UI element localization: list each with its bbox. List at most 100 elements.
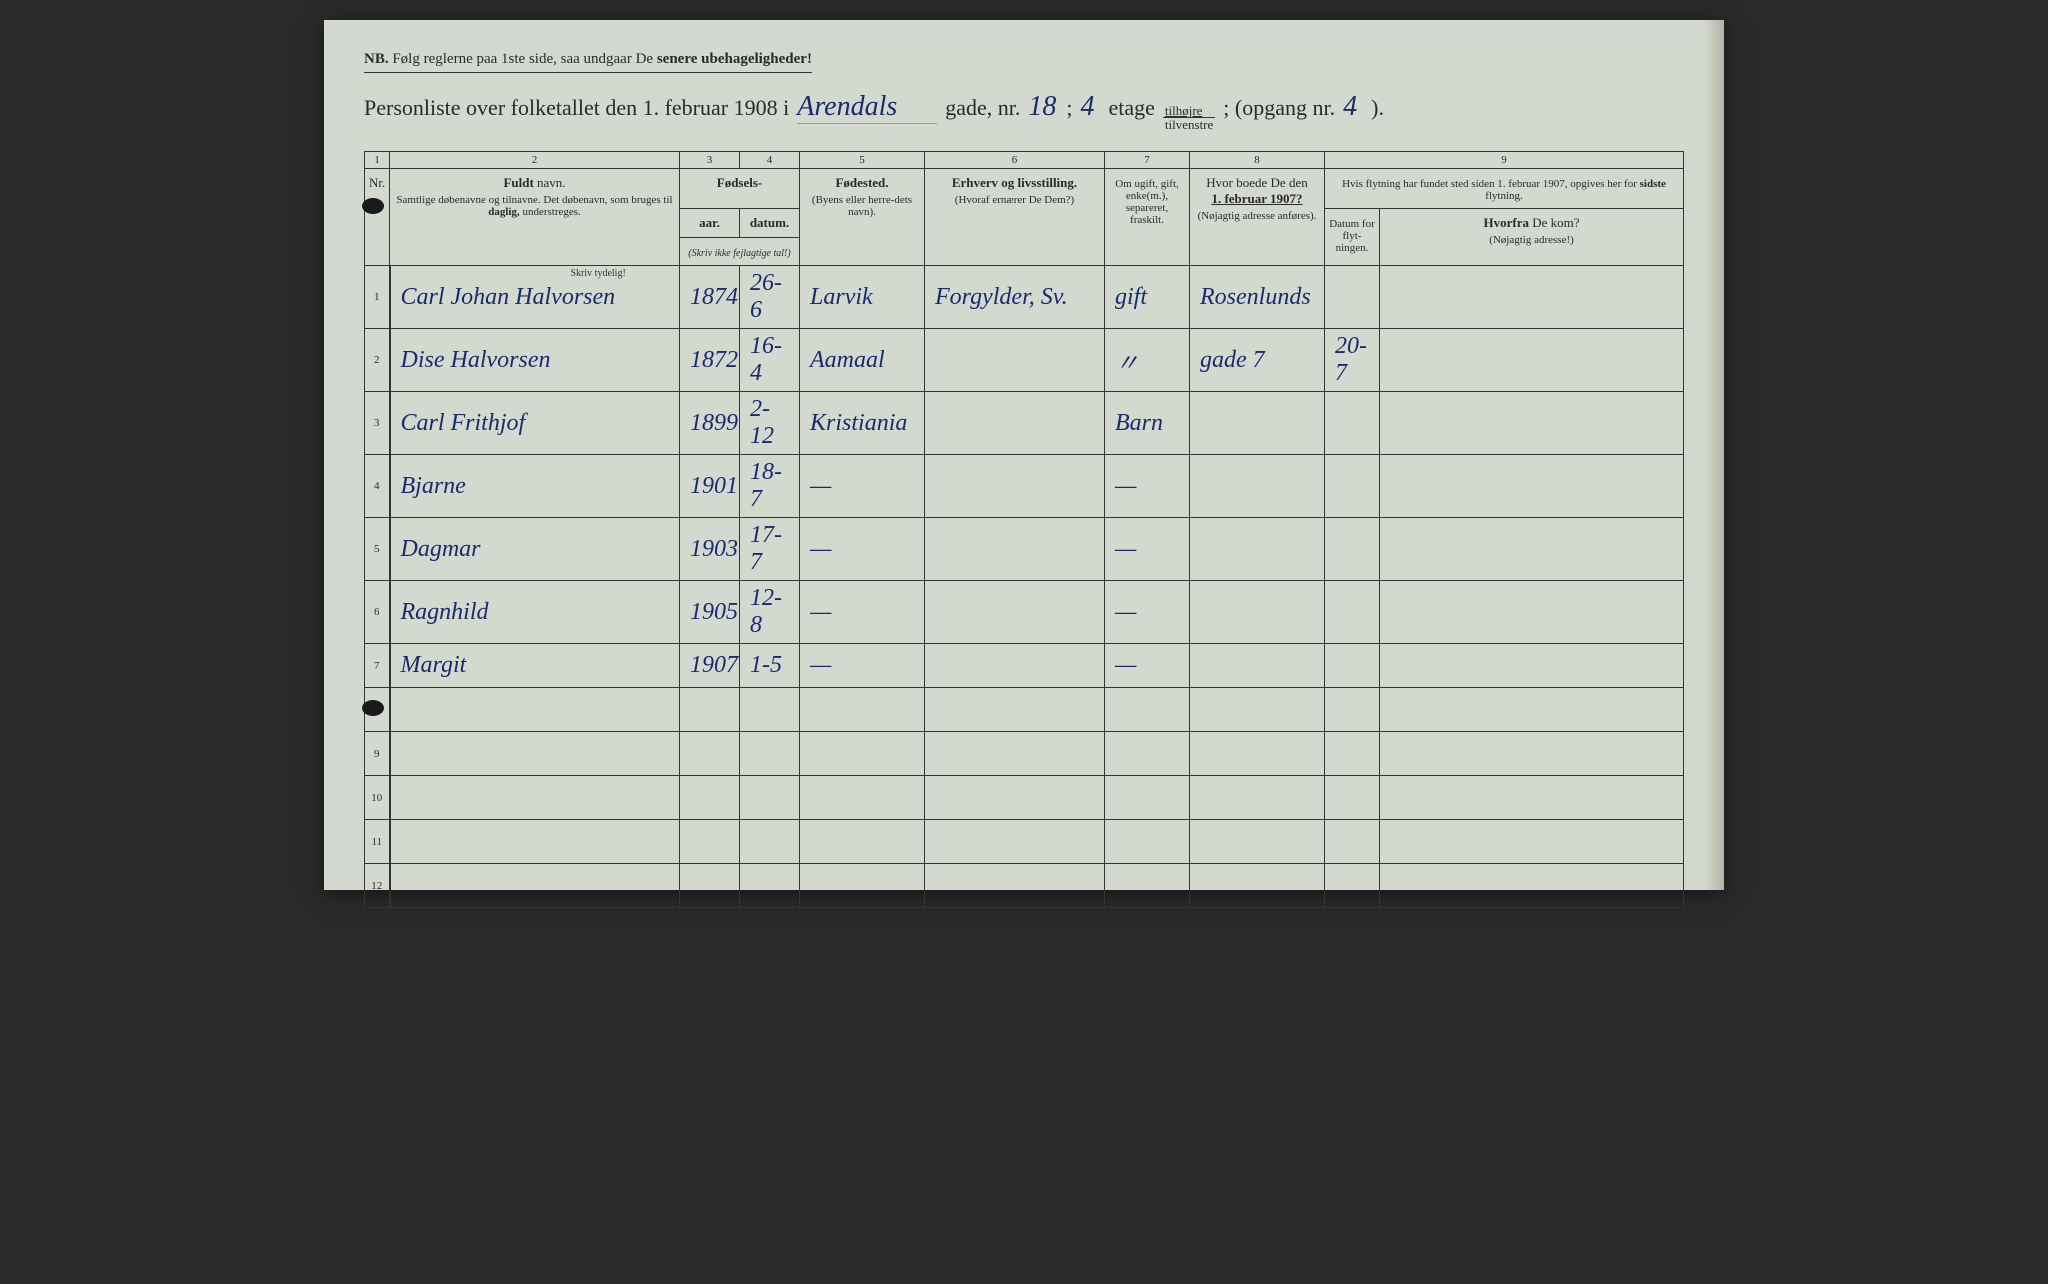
row-number: 9 bbox=[365, 732, 390, 776]
tilhojre-tilvenstre: tilhøjre tilvenstre bbox=[1163, 104, 1215, 131]
th-aar: aar. bbox=[680, 209, 740, 238]
table-row: 11 bbox=[365, 820, 1684, 864]
gade-label: gade, nr. bbox=[945, 95, 1020, 121]
cell-marital bbox=[1105, 776, 1190, 820]
cell-place bbox=[800, 864, 925, 908]
cell-occupation bbox=[925, 776, 1105, 820]
table-row: 9 bbox=[365, 732, 1684, 776]
cell-marital: Barn bbox=[1105, 392, 1190, 455]
cell-marital: — bbox=[1105, 518, 1190, 581]
cell-place bbox=[800, 820, 925, 864]
cell-move-date: 20-7 bbox=[1325, 329, 1380, 392]
cell-move-date bbox=[1325, 732, 1380, 776]
th-nr: Nr. bbox=[365, 169, 390, 266]
cell-hvorfra bbox=[1380, 455, 1684, 518]
cell-name: Dagmar bbox=[390, 518, 680, 581]
census-form-page: NB. Følg reglerne paa 1ste side, saa und… bbox=[324, 20, 1724, 890]
cell-place bbox=[800, 776, 925, 820]
cell-year: 1872 bbox=[680, 329, 740, 392]
cell-1907-address bbox=[1190, 518, 1325, 581]
cell-1907-address bbox=[1190, 776, 1325, 820]
cell-occupation bbox=[925, 392, 1105, 455]
street-name: Arendals bbox=[797, 91, 937, 124]
th-fodested: Fødested. (Byens eller herre-dets navn). bbox=[800, 169, 925, 266]
th-fodsels: Fødsels- bbox=[680, 169, 800, 209]
skriv-tydelig-label: Skriv tydelig! bbox=[571, 268, 626, 279]
cell-hvorfra bbox=[1380, 644, 1684, 688]
cell-move-date bbox=[1325, 776, 1380, 820]
cell-year bbox=[680, 776, 740, 820]
table-row: 7Margit19071-5—— bbox=[365, 644, 1684, 688]
opgang-label: ; (opgang nr. bbox=[1223, 95, 1335, 121]
cell-move-date bbox=[1325, 688, 1380, 732]
cell-date: 17-7 bbox=[740, 518, 800, 581]
cell-1907-address bbox=[1190, 392, 1325, 455]
table-row: 12 bbox=[365, 864, 1684, 908]
cell-occupation bbox=[925, 518, 1105, 581]
th-name: Fuldt navn. Samtlige døbenavne og tilnav… bbox=[390, 169, 680, 266]
cell-occupation bbox=[925, 644, 1105, 688]
nb-bold-suffix: senere ubehageligheder! bbox=[657, 51, 812, 67]
colnum: 7 bbox=[1105, 152, 1190, 169]
cell-1907-address bbox=[1190, 732, 1325, 776]
street-number: 18 bbox=[1028, 91, 1058, 123]
cell-occupation bbox=[925, 732, 1105, 776]
cell-year: 1899 bbox=[680, 392, 740, 455]
cell-move-date bbox=[1325, 518, 1380, 581]
row-number: 6 bbox=[365, 581, 390, 644]
cell-occupation bbox=[925, 688, 1105, 732]
table-row: 2Dise Halvorsen187216-4Aamaal〃gade 720-7 bbox=[365, 329, 1684, 392]
cell-name bbox=[390, 820, 680, 864]
cell-marital bbox=[1105, 820, 1190, 864]
cell-date bbox=[740, 776, 800, 820]
cell-year: 1903 bbox=[680, 518, 740, 581]
th-flytning: Hvis flytning har fundet sted siden 1. f… bbox=[1325, 169, 1684, 209]
table-row: 6Ragnhild190512-8—— bbox=[365, 581, 1684, 644]
cell-1907-address bbox=[1190, 455, 1325, 518]
cell-hvorfra bbox=[1380, 732, 1684, 776]
cell-1907-address: Rosenlunds bbox=[1190, 266, 1325, 329]
row-number: 11 bbox=[365, 820, 390, 864]
cell-hvorfra bbox=[1380, 688, 1684, 732]
cell-marital bbox=[1105, 688, 1190, 732]
cell-1907-address bbox=[1190, 820, 1325, 864]
cell-1907-address: gade 7 bbox=[1190, 329, 1325, 392]
row-number: 2 bbox=[365, 329, 390, 392]
row-number: 3 bbox=[365, 392, 390, 455]
cell-marital bbox=[1105, 732, 1190, 776]
close-paren: ). bbox=[1371, 95, 1384, 121]
nb-body: Følg reglerne paa 1ste side, saa undgaar… bbox=[392, 51, 653, 67]
th-erhverv: Erhverv og livsstilling. (Hvoraf ernærer… bbox=[925, 169, 1105, 266]
opgang-number: 4 bbox=[1343, 91, 1363, 123]
cell-occupation bbox=[925, 864, 1105, 908]
table-row: 1Carl Johan HalvorsenSkriv tydelig!18742… bbox=[365, 266, 1684, 329]
row-number: 1 bbox=[365, 266, 390, 329]
cell-name bbox=[390, 864, 680, 908]
colnum: 1 bbox=[365, 152, 390, 169]
column-number-row: 1 2 3 4 5 6 7 8 9 bbox=[365, 152, 1684, 169]
cell-place bbox=[800, 732, 925, 776]
th-skriv-ikke: (Skriv ikke fejlagtige tal!) bbox=[680, 238, 800, 266]
cell-hvorfra bbox=[1380, 329, 1684, 392]
cell-date: 1-5 bbox=[740, 644, 800, 688]
cell-place: — bbox=[800, 518, 925, 581]
cell-year bbox=[680, 732, 740, 776]
row-number: 12 bbox=[365, 864, 390, 908]
colnum: 4 bbox=[740, 152, 800, 169]
census-table: 1 2 3 4 5 6 7 8 9 Nr. Fuldt navn. Samtli… bbox=[364, 151, 1684, 908]
cell-move-date bbox=[1325, 455, 1380, 518]
cell-move-date bbox=[1325, 581, 1380, 644]
cell-year bbox=[680, 864, 740, 908]
cell-1907-address bbox=[1190, 688, 1325, 732]
cell-date: 2-12 bbox=[740, 392, 800, 455]
cell-marital: — bbox=[1105, 581, 1190, 644]
cell-occupation: Forgylder, Sv. bbox=[925, 266, 1105, 329]
cell-name: Dise Halvorsen bbox=[390, 329, 680, 392]
table-row: 8 bbox=[365, 688, 1684, 732]
cell-move-date bbox=[1325, 392, 1380, 455]
cell-date: 26-6 bbox=[740, 266, 800, 329]
nb-instruction-line: NB. Følg reglerne paa 1ste side, saa und… bbox=[364, 51, 812, 73]
cell-move-date bbox=[1325, 644, 1380, 688]
cell-hvorfra bbox=[1380, 518, 1684, 581]
cell-1907-address bbox=[1190, 644, 1325, 688]
